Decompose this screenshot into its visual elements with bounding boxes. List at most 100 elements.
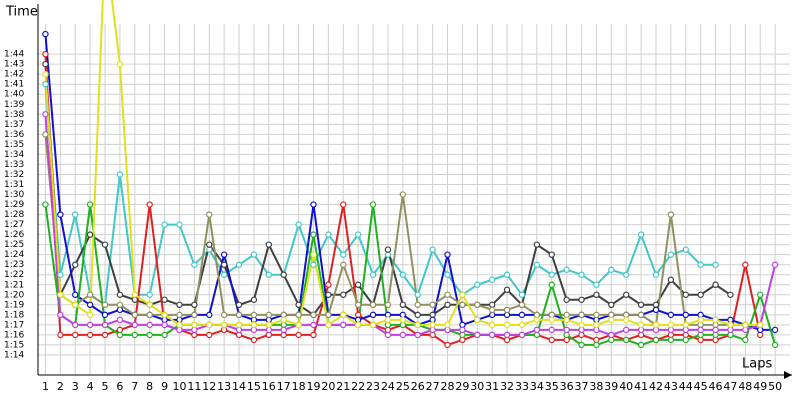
lap-marker xyxy=(354,321,362,329)
x-tick-label: 36 xyxy=(560,380,574,393)
y-tick-label: 1:39 xyxy=(4,100,24,110)
lap-marker xyxy=(146,311,153,319)
lap-marker xyxy=(354,231,362,238)
y-tick-label: 1:35 xyxy=(4,140,24,150)
lap-marker xyxy=(533,316,541,324)
x-tick-label: 2 xyxy=(57,380,64,393)
lap-marker xyxy=(340,321,347,329)
x-tick-label: 43 xyxy=(664,380,678,393)
lap-marker xyxy=(444,251,451,258)
y-tick-label: 1:38 xyxy=(4,110,24,120)
y-tick-label: 1:25 xyxy=(4,240,24,250)
x-tick-label: 6 xyxy=(116,380,123,393)
lap-marker xyxy=(503,271,511,278)
lap-marker xyxy=(474,301,481,309)
lap-marker xyxy=(518,291,526,298)
lap-marker xyxy=(191,311,198,319)
lap-marker xyxy=(265,311,273,319)
lap-marker xyxy=(444,321,451,329)
x-tick-label: 31 xyxy=(485,380,499,393)
x-tick-label: 29 xyxy=(455,380,469,393)
lap-marker xyxy=(369,271,377,278)
lap-marker xyxy=(727,321,734,329)
y-tick-label: 1:40 xyxy=(4,90,24,100)
lap-marker xyxy=(116,316,124,324)
series-area xyxy=(42,0,779,349)
lap-marker xyxy=(548,326,555,334)
lap-marker xyxy=(295,321,302,329)
lap-marker xyxy=(488,321,496,329)
lap-marker xyxy=(757,291,764,298)
lap-marker xyxy=(712,261,719,268)
lap-marker xyxy=(369,321,377,329)
x-tick-label: 26 xyxy=(411,380,425,393)
lap-marker xyxy=(459,326,466,334)
x-tick-label: 3 xyxy=(72,380,79,393)
lap-marker xyxy=(637,311,645,319)
lap-marker xyxy=(57,291,64,298)
x-tick-label: 5 xyxy=(102,380,109,393)
lap-marker xyxy=(310,231,317,238)
lap-marker xyxy=(488,276,496,283)
lap-marker xyxy=(488,331,496,339)
y-tick-label: 1:44 xyxy=(4,50,24,60)
lap-marker xyxy=(101,301,109,309)
x-tick-label: 40 xyxy=(619,380,633,393)
x-axis-title: Laps xyxy=(742,357,772,372)
lap-marker xyxy=(161,221,168,228)
lap-marker xyxy=(42,131,49,138)
x-tick-label: 37 xyxy=(575,380,589,393)
lap-marker xyxy=(682,291,689,298)
lap-marker xyxy=(161,331,168,339)
lap-marker xyxy=(161,321,168,329)
lap-marker xyxy=(280,326,287,334)
lap-marker xyxy=(533,326,541,334)
lap-marker xyxy=(161,296,168,303)
x-tick-label: 20 xyxy=(321,380,335,393)
lap-marker xyxy=(310,331,317,339)
lap-marker xyxy=(399,301,407,309)
y-tick-label: 1:16 xyxy=(4,330,24,340)
lap-marker xyxy=(42,60,49,68)
lap-marker xyxy=(399,331,407,339)
lap-marker xyxy=(250,251,258,258)
lap-marker xyxy=(340,251,347,258)
lap-marker xyxy=(57,311,64,319)
lap-marker xyxy=(101,311,109,319)
lap-marker xyxy=(503,321,511,329)
x-tick-label: 28 xyxy=(441,380,455,393)
lap-marker xyxy=(72,301,79,309)
lap-marker xyxy=(72,331,79,339)
x-tick-label: 44 xyxy=(679,380,693,393)
lap-marker xyxy=(593,321,600,329)
lap-marker xyxy=(459,291,466,298)
y-tick-label: 1:36 xyxy=(4,130,24,140)
x-tick-label: 32 xyxy=(500,380,514,393)
lap-marker xyxy=(682,246,689,253)
lap-marker xyxy=(250,296,258,303)
lap-marker xyxy=(116,301,124,309)
lap-marker xyxy=(131,331,138,339)
x-tick-label: 42 xyxy=(649,380,663,393)
lap-marker xyxy=(86,311,94,319)
lap-marker xyxy=(295,331,302,339)
lap-marker xyxy=(116,60,124,68)
y-tick-label: 1:37 xyxy=(4,120,24,130)
lap-marker xyxy=(533,241,541,248)
lap-marker xyxy=(548,336,555,344)
x-tick-label: 49 xyxy=(753,380,767,393)
lap-marker xyxy=(608,266,615,273)
lap-marker xyxy=(503,331,511,339)
x-tick-label: 4 xyxy=(87,380,94,393)
lap-marker xyxy=(474,331,481,339)
lap-marker xyxy=(191,321,198,329)
x-tick-label: 7 xyxy=(131,380,138,393)
lap-marker xyxy=(131,291,138,298)
lap-marker xyxy=(176,321,183,329)
lap-marker xyxy=(384,316,392,324)
x-axis-arrow xyxy=(784,371,792,379)
y-tick-label: 1:34 xyxy=(4,150,24,160)
lap-marker xyxy=(637,231,645,238)
lap-marker xyxy=(503,306,511,314)
